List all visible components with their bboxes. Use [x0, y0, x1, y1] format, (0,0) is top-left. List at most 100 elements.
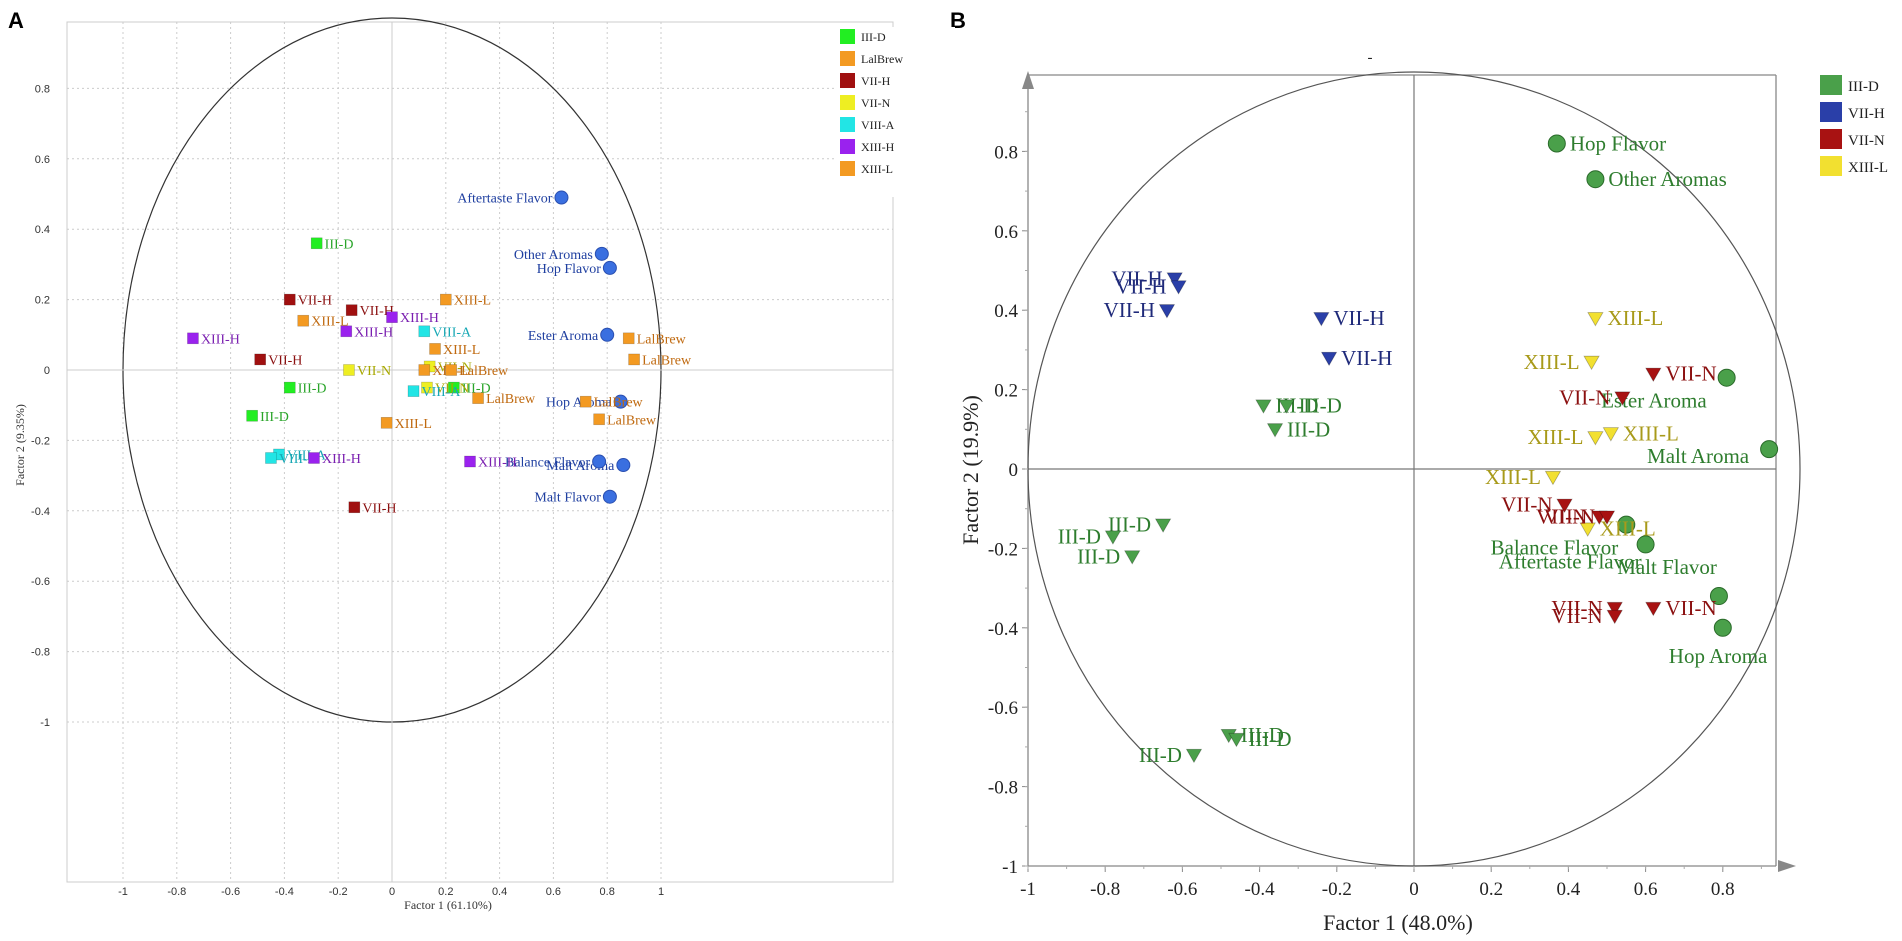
panel-a-attribute-label: Malt Flavor — [534, 491, 601, 506]
panel-a-sample-point — [254, 353, 266, 366]
panel-b-sample-point — [1645, 601, 1662, 617]
panel-a-attribute-point — [554, 190, 569, 205]
panel-a-sample-label: VIII-A — [422, 385, 462, 400]
panel-a-sample-label: III-D — [260, 410, 289, 425]
panel-a-sample-point — [380, 416, 393, 429]
panel-a-sample-label: XIII-H — [400, 311, 439, 326]
panel-b-sample-label: III-D — [1139, 743, 1182, 767]
panel-a-sample-point — [345, 304, 358, 316]
panel-b-sample-point — [1614, 391, 1631, 406]
panel-b-attribute-point — [1636, 535, 1655, 554]
panel-b-sample-point — [1544, 470, 1562, 486]
panel-b-sample-label: VII-N — [1665, 362, 1716, 386]
panel-b-sample-label: VII-N — [1544, 505, 1595, 529]
panel-a-sample-point — [297, 314, 310, 327]
panel-b-attribute-label: Malt Aroma — [1647, 444, 1750, 468]
panel-b: - -1 -0.8 -0.6 -0.4 -0.2 0 0.2 0.4 0.6 0.8 -1 -0.8… — [958, 50, 1888, 935]
panel-a-y-tick-label: -0.8 — [31, 647, 50, 659]
panel-b-y-tick-label: 0.6 — [994, 222, 1018, 243]
panel-a-sample-point — [622, 332, 635, 345]
panel-a-x-tick-label: 0 — [389, 886, 395, 898]
panel-b-sample-label: III-D — [1241, 723, 1284, 747]
panel-b-attribute-label: Hop Flavor — [1570, 131, 1666, 155]
panel-a-attribute-label: Aftertaste Flavor — [457, 192, 553, 207]
panel-a-x-tick-label: 0.2 — [438, 886, 453, 898]
panel-b-sample-label: XIII-L — [1623, 421, 1679, 445]
panel-a-x-ticks: -1 -0.8 -0.6 -0.4 -0.2 0 0.2 0.4 0.6 0.8 1 — [118, 886, 664, 898]
panel-b-sample-label: VII-H — [1115, 274, 1166, 298]
panel-b-sample-label: III-D — [1058, 524, 1101, 548]
panel-b-x-tick-label: 0.2 — [1479, 879, 1503, 900]
panel-a-y-label: Factor 2 (9.35%) — [13, 404, 27, 486]
panel-a-attribute-point — [600, 327, 615, 342]
panel-b-attribute-label: Balance Flavor — [1491, 536, 1619, 560]
panel-a-x-tick-label: -0.6 — [221, 886, 240, 898]
panel-b-attribute-point — [1709, 587, 1728, 606]
panel-b-sample-point — [1579, 522, 1596, 537]
panel-b-sample-label: XIII-L — [1527, 425, 1583, 449]
panel-b-legend-swatch — [1820, 129, 1842, 149]
panel-b-x-ticks: -1 -0.8 -0.6 -0.4 -0.2 0 0.2 0.4 0.6 0.8 — [1020, 866, 1762, 900]
panel-a-attribute-point — [592, 454, 607, 469]
panel-a-attribute-label: Other Aromas — [514, 248, 593, 263]
panel-b-x-label: Factor 1 (48.0%) — [1323, 910, 1473, 935]
panel-a-sample-label: VII-H — [362, 501, 396, 516]
panel-b-x-tick-label: 0 — [1409, 879, 1419, 900]
panel-a-sample-point — [429, 343, 441, 355]
panel-a-x-tick-label: 0.4 — [492, 886, 507, 898]
panel-b-x-tick-label: -1 — [1020, 879, 1036, 900]
panel-b-y-tick-label: -0.6 — [988, 698, 1018, 719]
panel-b-x-tick-label: -0.6 — [1167, 879, 1197, 900]
panel-a-grid — [67, 22, 893, 882]
panel-b-legend-label: III-D — [1848, 79, 1879, 95]
panel-b-sample-label: XIII-L — [1607, 306, 1663, 330]
panel-a-sample-point — [448, 381, 460, 394]
panel-b-sample-point — [1556, 498, 1573, 514]
panel-a-sample-label: XIII-L — [311, 315, 348, 330]
panel-b-x-tick-label: 0.8 — [1711, 879, 1735, 900]
panel-b-sample-point — [1104, 530, 1122, 545]
panel-b-sample-label: VII-H — [1341, 346, 1392, 370]
panel-a-sample-point — [246, 409, 258, 422]
panel-b-y-tick-label: -0.2 — [988, 539, 1018, 560]
panel-a-y-tick-label: -0.4 — [31, 506, 50, 518]
panel-b-attribute-point — [1617, 515, 1636, 534]
panel-a-attribute-point — [613, 394, 628, 409]
panel-a-y-tick-label: -0.6 — [31, 576, 50, 588]
panel-a-letter: A — [8, 8, 24, 33]
panel-a-sample-point — [187, 332, 199, 345]
panel-b-sample-label: III-D — [1287, 417, 1330, 441]
panel-a-y-tick-label: 0.2 — [35, 295, 50, 307]
panel-a-sample-label: VII-H — [298, 294, 332, 309]
panel-b-attribute-point — [1547, 134, 1566, 153]
panel-b-sample-label: VII-N — [1536, 505, 1587, 529]
panel-b-sample-point — [1158, 304, 1176, 319]
panel-a-legend-swatch — [840, 51, 855, 66]
panel-b-y-tick-label: 0.4 — [994, 301, 1018, 322]
panel-a-legend-swatch — [840, 73, 855, 88]
panel-a-x-label: Factor 1 (61.10%) — [404, 898, 492, 912]
panel-a-y-tick-label: 0.8 — [35, 83, 50, 95]
panel-b-sample-point — [1124, 550, 1141, 565]
panel-b-sample-label: VII-N — [1551, 604, 1602, 628]
panel-b-sample-label: VII-N — [1665, 596, 1716, 620]
panel-b-y-arrow — [1022, 71, 1034, 89]
panel-a-sample-label: LalBrew — [459, 364, 509, 379]
panel-a-sample-point — [283, 381, 296, 394]
panel-a-attribute-point — [602, 489, 617, 504]
panel-b-attribute-point — [1586, 170, 1605, 189]
panel-a-legend-swatch — [840, 95, 855, 110]
panel-b-y-tick-label: -1 — [1002, 857, 1018, 878]
panel-a-legend-label: XIII-L — [861, 162, 893, 176]
panel-a-sample-label: XIII-L — [454, 294, 491, 309]
panel-a-sample-label: III-D — [325, 237, 354, 252]
panel-a-y-tick-label: 0.6 — [35, 154, 50, 166]
panel-a-x-tick-label: 0.6 — [546, 886, 561, 898]
panel-a-sample-point — [407, 385, 420, 397]
panel-b-sample-label: III-D — [1248, 727, 1291, 751]
panel-b-attribute-label: Other Aromas — [1608, 167, 1726, 191]
panel-b-sample-point — [1320, 351, 1338, 367]
panel-a-sample-point — [464, 455, 476, 468]
panel-a-sample-label: XIII-L — [443, 343, 480, 358]
panel-b-legend-label: XIII-L — [1848, 160, 1888, 176]
